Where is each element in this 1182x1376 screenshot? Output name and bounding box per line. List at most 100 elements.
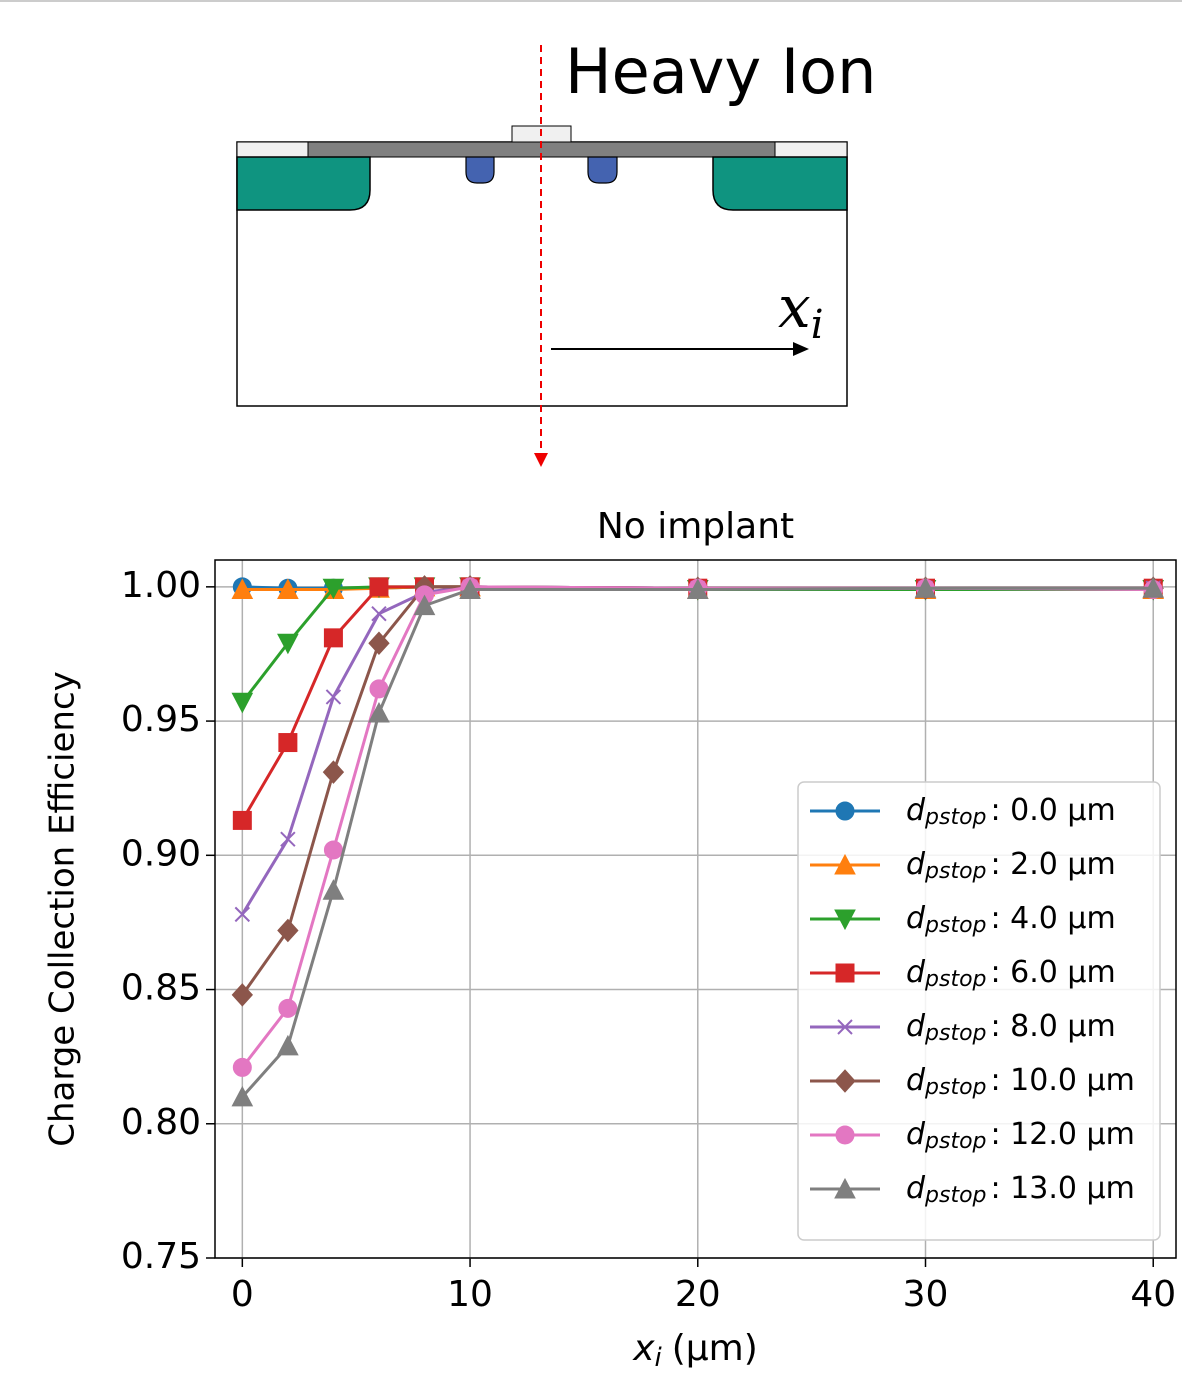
marker [322,879,345,900]
marker [914,577,937,598]
legend-subscript: pstop [924,913,986,938]
marker [835,963,855,983]
marker [834,853,856,875]
legend-symbol: d [906,1171,926,1206]
legend-symbol: d [906,955,926,990]
marker [834,909,856,931]
legend-symbol: d [906,1063,926,1098]
marker [232,810,252,830]
implant-right [712,156,848,211]
legend-label: dpstop: 13.0 µm [906,1171,1135,1209]
legend-value: : 10.0 µm [991,1063,1135,1098]
marker [232,1057,252,1077]
marker [686,578,709,600]
x-axis-subscript: i [655,1343,663,1373]
marker [835,801,855,821]
y-tick-label: 0.85 [121,968,201,1009]
device-diagram: Heavy Ion xi [236,35,876,467]
marker [322,578,345,600]
marker [459,578,481,600]
legend-subscript: pstop [924,967,986,992]
marker [837,1019,853,1035]
y-tick-label: 0.75 [121,1236,201,1277]
legend-subscript: pstop [924,1183,986,1208]
legend-label: dpstop: 4.0 µm [906,901,1116,939]
position-arrowhead [793,342,809,356]
implant-left [236,156,371,211]
marker [231,692,254,714]
ion-arrowhead [534,453,548,467]
x-tick-label: 40 [1130,1274,1176,1315]
legend-subscript: pstop [924,859,986,884]
legend-symbol: d [906,1117,926,1152]
x-axis-unit: (µm) [672,1328,758,1369]
x-tick-label: 0 [231,1274,254,1315]
marker [834,1177,856,1199]
position-symbol: x [778,273,811,341]
legend-value: : 13.0 µm [991,1171,1135,1206]
marker [1142,577,1165,598]
x-axis-symbol: x [632,1328,655,1369]
legend-label: dpstop: 8.0 µm [906,1009,1116,1047]
legend-value: : 4.0 µm [991,901,1116,936]
y-tick-label: 1.00 [121,565,201,606]
marker [371,605,387,622]
marker [277,1034,299,1056]
y-tick-label: 0.95 [121,699,201,740]
marker [322,760,345,784]
legend-label: dpstop: 10.0 µm [906,1063,1135,1101]
series [231,577,1165,1107]
marker [277,633,299,655]
legend-label: dpstop: 12.0 µm [906,1117,1135,1155]
y-tick-label: 0.90 [121,833,201,874]
marker [834,1069,856,1093]
position-label: xi [778,273,824,348]
ion-label: Heavy Ion [565,35,876,108]
legend-symbol: d [906,793,926,828]
legend-symbol: d [906,901,926,936]
legend-box [797,781,1161,1241]
x-tick-label: 10 [447,1274,493,1315]
marker [231,983,254,1007]
pstop-right [587,156,618,184]
legend-label: dpstop: 2.0 µm [906,847,1116,885]
marker [368,701,390,723]
position-subscript: i [811,302,824,348]
marker [835,1125,855,1145]
marker [231,1085,254,1107]
legend-symbol: d [906,847,926,882]
x-tick-label: 20 [675,1274,721,1315]
marker [369,577,389,597]
legend-label: dpstop: 0.0 µm [906,793,1116,831]
pstop-left [465,156,495,184]
legend-value: : 6.0 µm [991,955,1116,990]
marker [234,906,251,923]
legend-value: : 8.0 µm [991,1009,1116,1044]
legend-value: : 2.0 µm [991,847,1116,882]
marker [323,840,343,860]
plot-frame [214,559,1177,1259]
y-axis-label: Charge Collection Efficiency [43,671,83,1147]
marker [325,689,342,705]
marker [278,998,298,1018]
legend-label: dpstop: 6.0 µm [906,955,1116,993]
legend-subscript: pstop [924,1129,986,1154]
marker [277,918,299,943]
marker [280,831,296,847]
marker [368,631,390,655]
legend-subscript: pstop [924,1021,986,1046]
marker [277,578,299,600]
x-axis-label: xi (µm) [632,1328,758,1373]
x-tick-label: 30 [903,1274,949,1315]
marker [413,594,436,616]
legend-subscript: pstop [924,1075,986,1100]
legend-value: : 0.0 µm [991,793,1116,828]
chart-title: No implant [597,506,794,547]
legend-value: : 12.0 µm [991,1117,1135,1152]
marker [231,578,254,600]
marker [278,733,298,753]
y-tick-label: 0.80 [121,1102,201,1143]
legend-symbol: d [906,1009,926,1044]
marker [323,628,343,648]
